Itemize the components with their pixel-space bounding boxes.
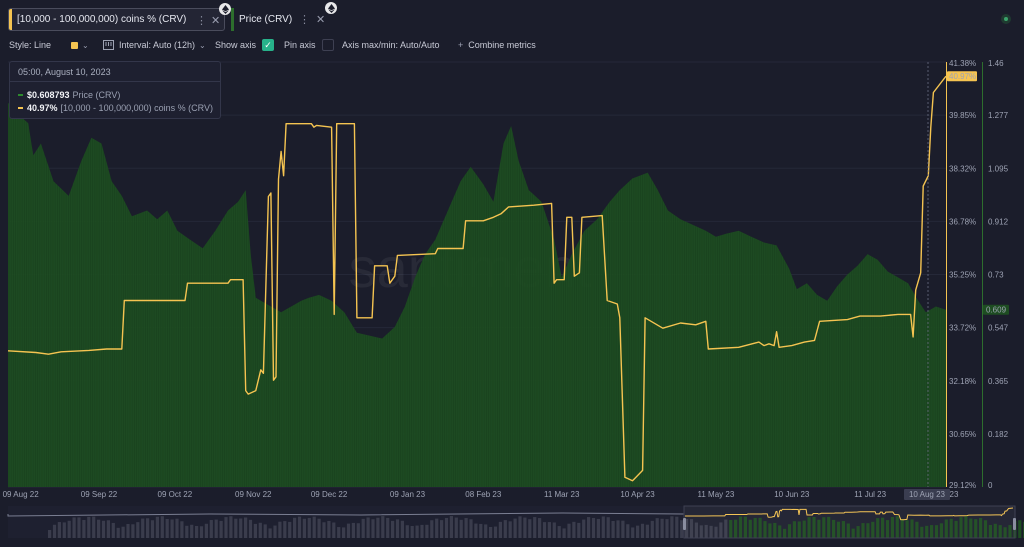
price-current-label: 0.609 [986,306,1007,315]
x-tick-label: 08 Feb 23 [465,490,502,499]
price-tick-label: 0 [988,481,993,490]
pct-tick-label: 30.65% [949,430,976,439]
price-tick-label: 0.912 [988,217,1009,226]
price-tick-label: 0.73 [988,271,1004,280]
x-tick-label: 09 Dec 22 [311,490,348,499]
price-tick-label: 0.182 [988,430,1009,439]
pin-axis-toggle[interactable]: Pin axis [284,39,334,51]
color-swatch-icon [71,41,78,49]
x-current-badge [904,489,950,500]
x-tick-label: 09 Oct 22 [158,490,193,499]
plus-icon: + [458,40,464,50]
pct-current-badge [947,71,977,82]
x-tick-label: 11 Mar 23 [544,490,580,499]
coins-pct-series [7,75,947,482]
x-tick-label: 09 Nov 22 [235,490,272,499]
legend-dash-icon [18,107,23,109]
pct-tick-label: 36.78% [949,217,976,226]
axis-maxmin-selector[interactable]: Axis max/min: Auto/Auto [342,40,440,50]
pct-tick-label: 33.72% [949,324,976,333]
navigator-handle-left [683,518,686,530]
coins-pct-line [7,75,947,482]
price-tick-label: 0.547 [988,324,1009,333]
chevron-down-icon: ⌄ [82,40,89,50]
navigator-history-line [7,512,684,517]
ethereum-icon [325,2,337,14]
interval-label: Interval: Auto (12h) [119,40,196,50]
tab-accent-bar [231,8,234,31]
checkbox-checked-icon[interactable]: ✓ [262,39,275,51]
x-tick-label: 23 [950,490,959,499]
tooltip-row-price: $0.608793 Price (CRV) [18,90,120,100]
navigator-handle-right [1013,518,1016,530]
navigator-pct-line [685,507,1014,521]
price-tick-label: 1.277 [988,111,1009,120]
live-status-icon [1001,14,1011,24]
close-icon[interactable]: ✕ [316,14,326,26]
tab-price-label: Price (CRV) [239,14,293,25]
price-current-badge [983,304,1009,315]
tooltip-price-name: Price (CRV) [72,90,121,100]
pct-tick-label: 38.32% [949,164,976,173]
pct-tick-label: 39.85% [949,111,976,120]
x-tick-label: 09 Sep 22 [81,490,118,499]
x-tick-label: 09 Aug 22 [3,490,40,499]
ethereum-icon [219,3,231,15]
navigator-window [683,505,1016,539]
chart-tooltip: 05:00, August 10, 2023 $0.608793 Price (… [9,61,221,119]
x-current-label: 10 Aug 23 [909,490,946,499]
x-tick-label: 11 May 23 [698,490,735,499]
color-picker[interactable]: ⌄ [71,41,89,50]
interval-icon [103,40,114,50]
style-selector[interactable]: Style: Line [9,40,51,50]
tab-metric-label: [10,000 - 100,000,000) coins % (CRV) [17,14,187,25]
close-icon[interactable]: ✕ [211,15,221,27]
x-tick-label: 10 Jun 23 [774,490,810,499]
legend-dash-icon [18,94,23,96]
interval-selector[interactable]: Interval: Auto (12h) ⌄ [103,40,206,50]
kebab-menu-icon[interactable]: ⋮ [196,15,207,27]
chart-toolbar: Style: Line ⌄ Interval: Auto (12h) ⌄ Sho… [8,38,1024,52]
tooltip-price-value: $0.608793 [27,90,70,100]
show-axis-label: Show axis [215,40,257,50]
divider [10,81,220,82]
price-tick-label: 1.095 [988,164,1009,173]
pct-tick-label: 29.12% [949,481,976,490]
x-tick-label: 11 Jul 23 [854,490,886,499]
price-tick-label: 0.365 [988,377,1009,386]
tooltip-date: 05:00, August 10, 2023 [18,67,111,77]
price-tick-label: 1.46 [988,59,1004,68]
price-axis: 1.46 1.277 1.095 0.912 0.73 0.547 0.365 0.182 0 0… [982,59,1009,490]
navigator-price-bars [48,516,1024,538]
axis-maxmin-label: Axis max/min: Auto/Auto [342,40,440,50]
pct-tick-label: 35.25% [949,271,976,280]
tooltip-pct-name: [10,000 - 100,000,000) coins % (CRV) [60,103,213,113]
pct-tick-label: 32.18% [949,377,976,386]
tooltip-row-coins-pct: 40.97% [10,000 - 100,000,000) coins % (C… [18,103,213,113]
combine-metrics-button[interactable]: + Combine metrics [458,40,536,50]
range-navigator [7,505,1024,539]
chevron-down-icon: ⌄ [199,40,206,50]
x-axis: 09 Aug 22 09 Sep 22 09 Oct 22 09 Nov 22 09 D… [3,489,959,500]
x-tick-label: 10 Apr 23 [620,490,655,499]
combine-metrics-label: Combine metrics [468,40,536,50]
tab-metric-coins-pct[interactable]: [10,000 - 100,000,000) coins % (CRV) ⋮ ✕ [8,3,231,31]
style-label: Style: Line [9,40,52,50]
x-tick-label: 09 Jan 23 [390,490,426,499]
kebab-menu-icon[interactable]: ⋮ [299,14,310,26]
tab-metric-price[interactable]: Price (CRV) ⋮ ✕ [231,2,337,31]
pin-axis-label: Pin axis [284,40,316,50]
tab-accent-bar [9,9,12,30]
checkbox-unchecked-icon[interactable] [321,39,334,51]
tooltip-pct-value: 40.97% [27,103,58,113]
pct-axis: 41.38% 39.85% 38.32% 36.78% 35.25% 33.72% 32.1… [946,59,977,490]
pct-current-label: 40.97% [949,72,976,81]
pct-tick-label: 41.38% [949,59,976,68]
show-axis-toggle[interactable]: Show axis ✓ [215,39,275,51]
